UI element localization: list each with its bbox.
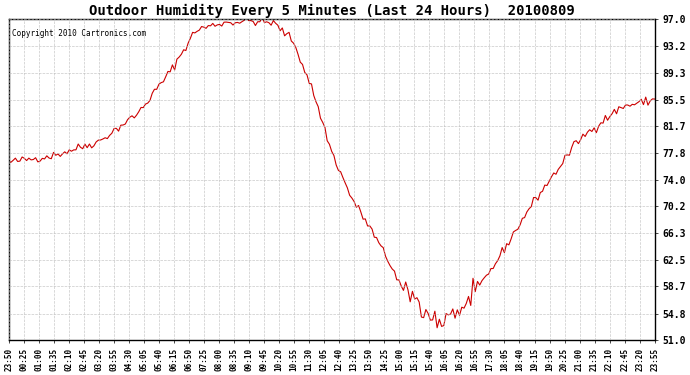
Title: Outdoor Humidity Every 5 Minutes (Last 24 Hours)  20100809: Outdoor Humidity Every 5 Minutes (Last 2… [89, 4, 575, 18]
Text: Copyright 2010 Cartronics.com: Copyright 2010 Cartronics.com [12, 29, 146, 38]
